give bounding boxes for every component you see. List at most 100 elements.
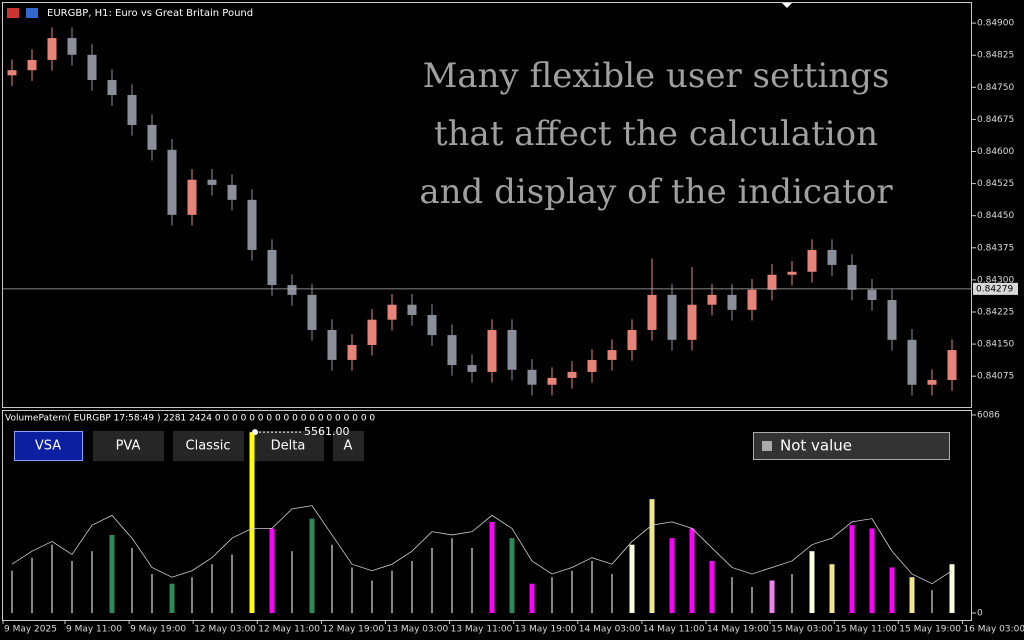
x-tick-label: 12 May 11:00: [258, 625, 320, 635]
mode-button[interactable]: A: [333, 431, 364, 461]
y-tick-label: 0: [977, 609, 983, 619]
status-frame: [753, 432, 950, 460]
y-tick-label: 0.84900: [977, 19, 1014, 29]
button-frame: [333, 431, 364, 461]
button-frame: [93, 431, 164, 461]
volume-bar: [689, 528, 695, 613]
volume-bar: [231, 554, 233, 613]
volume-bar: [529, 583, 535, 613]
candle-body: [587, 359, 597, 372]
volume-bar: [669, 538, 675, 613]
status-text: Not value: [780, 437, 852, 455]
candle-body: [707, 294, 717, 305]
candle-body: [287, 285, 297, 295]
volume-bar: [309, 518, 315, 613]
mode-button[interactable]: VSA: [14, 431, 83, 461]
candle-body: [127, 95, 137, 125]
overlay-text: Many flexible user settings that affect t…: [419, 56, 893, 212]
volume-bar: [809, 551, 815, 613]
candle-body: [407, 304, 417, 315]
volume-bar: [71, 560, 73, 613]
main-pane: [2, 2, 972, 408]
volume-bar: [571, 570, 573, 613]
candle-body: [547, 377, 557, 385]
volume-bar: [611, 573, 613, 613]
candle-body: [507, 329, 517, 370]
volume-bar: [211, 564, 213, 613]
volume-bar: [391, 570, 393, 613]
price-tag: [973, 282, 1018, 295]
icon: [7, 8, 19, 18]
candle-body: [527, 369, 537, 385]
candle-body: [227, 184, 237, 200]
candle-body: [327, 329, 337, 360]
candle-body: [307, 294, 317, 330]
candle-body: [347, 344, 357, 360]
y-tick-label: 0.84525: [977, 179, 1014, 189]
volume-bar: [131, 547, 133, 613]
status-box[interactable]: Not value: [753, 432, 950, 460]
button-frame: [173, 431, 244, 461]
x-tick-label: 9 May 2025: [4, 625, 57, 635]
candle-body: [727, 294, 737, 310]
y-tick-label: 0.84300: [977, 275, 1014, 285]
volume-bar: [169, 583, 175, 613]
volume-bar: [51, 544, 53, 613]
x-tick-label: 15 May 03:00: [771, 625, 833, 635]
x-tick-label: 14 May 11:00: [643, 625, 705, 635]
overlay-line: and display of the indicator: [419, 172, 893, 212]
x-tick-label: 12 May 19:00: [322, 625, 384, 635]
candle-body: [607, 350, 617, 360]
volume-bar: [591, 560, 593, 613]
indicator-title: VolumePatern( EURGBP 17:58:49 ) 2281 242…: [5, 414, 375, 424]
x-tick-label: 9 May 19:00: [130, 625, 186, 635]
candle-body: [747, 289, 757, 310]
candle-body: [67, 38, 77, 55]
candle-body: [87, 54, 97, 81]
mode-button[interactable]: Delta: [253, 431, 324, 461]
icon: [26, 8, 38, 18]
volume-bar: [509, 538, 515, 613]
volume-bar: [489, 521, 495, 613]
x-tick-label: 14 May 03:00: [579, 625, 641, 635]
candle-body: [687, 304, 697, 340]
volume-bar: [931, 590, 933, 613]
mode-button[interactable]: PVA: [93, 431, 164, 461]
candle-body: [427, 314, 437, 336]
volume-bar: [371, 580, 373, 613]
candle-body: [907, 339, 917, 385]
y-tick-label: 0.84450: [977, 211, 1014, 221]
volume-bar: [551, 577, 553, 613]
volume-bar: [351, 567, 353, 613]
mode-button[interactable]: Classic: [173, 431, 244, 461]
x-tick-label: 15 May 11:00: [835, 625, 897, 635]
candle-body: [787, 271, 797, 275]
candle-body: [927, 380, 937, 385]
volume-bar: [269, 528, 275, 613]
current-price: 0.84279: [976, 284, 1013, 294]
x-tick-label: 16 May 03:00: [963, 625, 1024, 635]
x-tick-label: 9 May 11:00: [66, 625, 122, 635]
candle-body: [627, 329, 637, 351]
x-tick-label: 14 May 19:00: [707, 625, 769, 635]
candle-body: [567, 371, 577, 378]
marker: [782, 3, 792, 8]
candle-body: [887, 300, 897, 340]
x-tick-label: 13 May 11:00: [451, 625, 513, 635]
x-tick-label: 12 May 03:00: [194, 625, 256, 635]
button-frame: [253, 431, 324, 461]
status-icon: [762, 441, 772, 451]
mode-buttons: VSA PVA Classic Delta A: [14, 431, 364, 461]
candle-body: [207, 179, 217, 185]
volume-bar: [909, 577, 915, 613]
candle-body: [247, 199, 257, 250]
x-tick-label: 15 May 19:00: [899, 625, 961, 635]
volume-bar: [649, 499, 655, 613]
candle-body: [47, 38, 57, 60]
candle-body: [387, 304, 397, 320]
y-tick-label: 0.84225: [977, 307, 1014, 317]
x-tick-label: 13 May 19:00: [515, 625, 577, 635]
overlay-line: that affect the calculation: [434, 114, 878, 154]
